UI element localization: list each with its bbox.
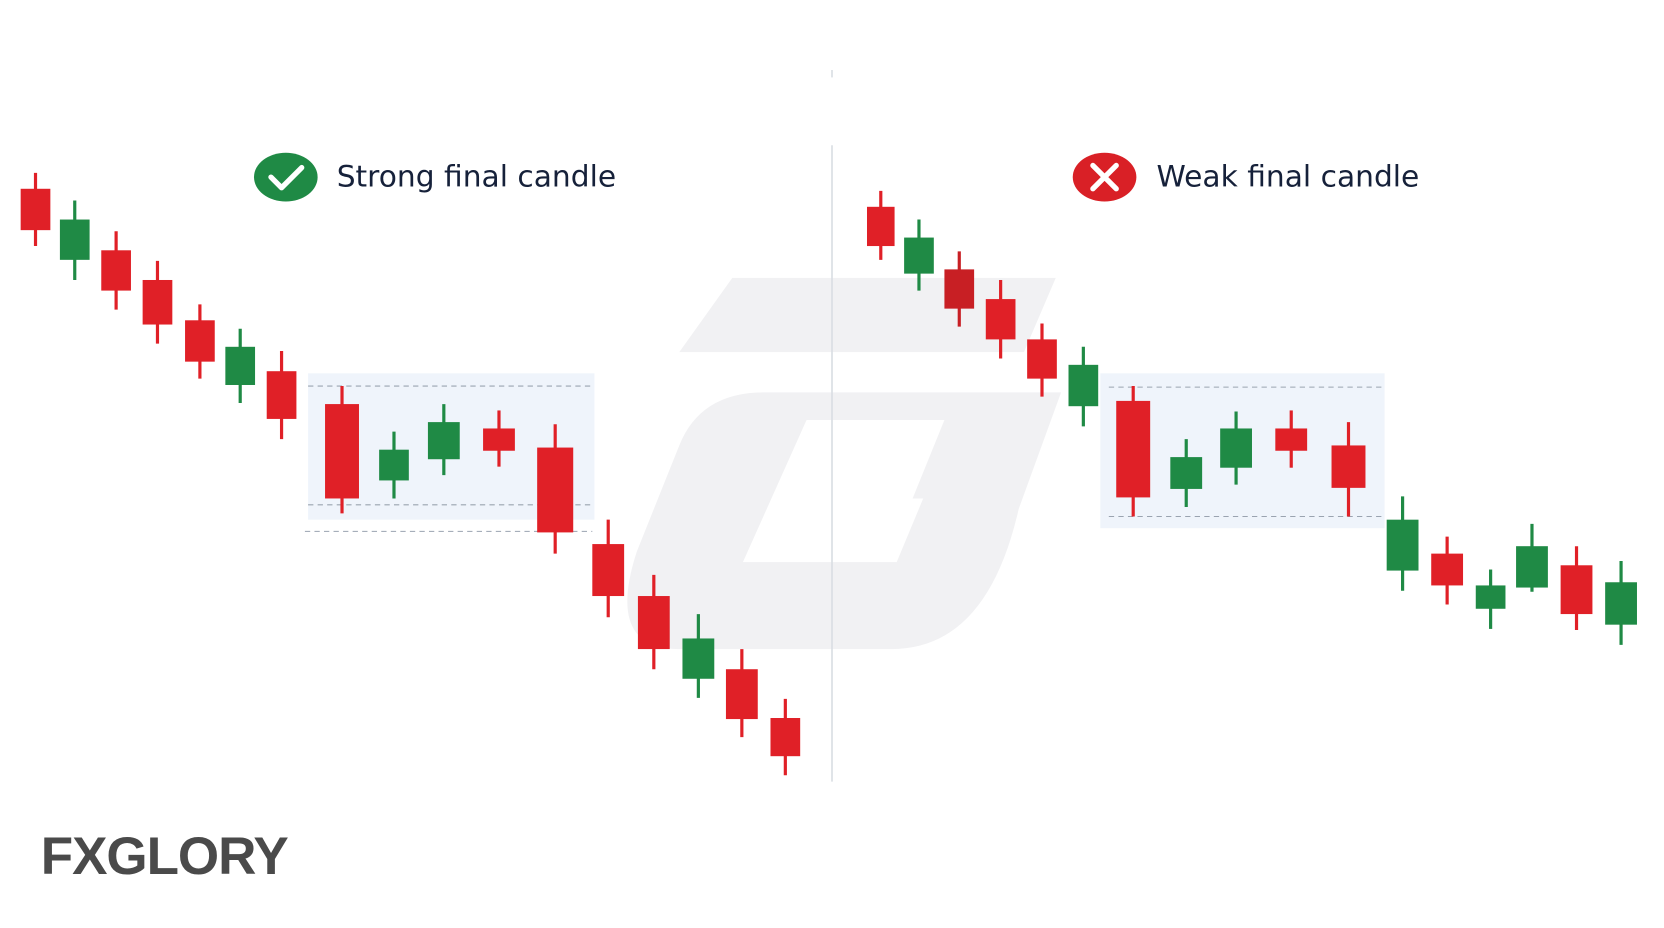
candle-body [1475, 585, 1506, 609]
watermark [627, 277, 1062, 650]
candle-body [985, 299, 1016, 340]
check-badge [253, 152, 318, 202]
candle-body [1116, 400, 1151, 498]
candle-body [483, 428, 515, 451]
candle-body [1560, 565, 1593, 615]
candle-body [866, 206, 895, 247]
candle-body [20, 188, 51, 231]
check-icon [268, 164, 305, 191]
candle-body [1331, 445, 1366, 488]
panel-label: Strong final candle [337, 160, 616, 195]
candle-body [725, 669, 758, 720]
candle-body [266, 371, 297, 419]
candle-body [142, 279, 173, 325]
candle-body [379, 449, 409, 481]
cross-icon [1090, 162, 1119, 192]
candle-body [682, 638, 715, 679]
candle-body [1605, 582, 1637, 625]
candle-body [1431, 553, 1464, 586]
candle-body [770, 718, 801, 757]
candle-body [1275, 428, 1308, 451]
candle-body [637, 596, 670, 650]
candle-body [101, 250, 131, 291]
candle-body [904, 237, 934, 274]
candle-body [1516, 546, 1548, 588]
candle-body [1170, 457, 1203, 489]
panel-label: Weak final candle [1157, 160, 1420, 195]
candle-body [1220, 428, 1252, 468]
logo: FXGLORY [41, 827, 289, 886]
candle-body [537, 447, 574, 533]
candle-body [592, 544, 625, 597]
candle-body [944, 269, 975, 309]
candle-body [59, 219, 90, 260]
candle-body [325, 404, 359, 499]
candle-body [427, 422, 460, 460]
candle-body [225, 346, 256, 385]
candle-body [1386, 519, 1419, 571]
candles [20, 172, 1637, 776]
candle-body [185, 320, 215, 362]
candle-body [1068, 364, 1099, 407]
candle-body [1027, 339, 1057, 379]
